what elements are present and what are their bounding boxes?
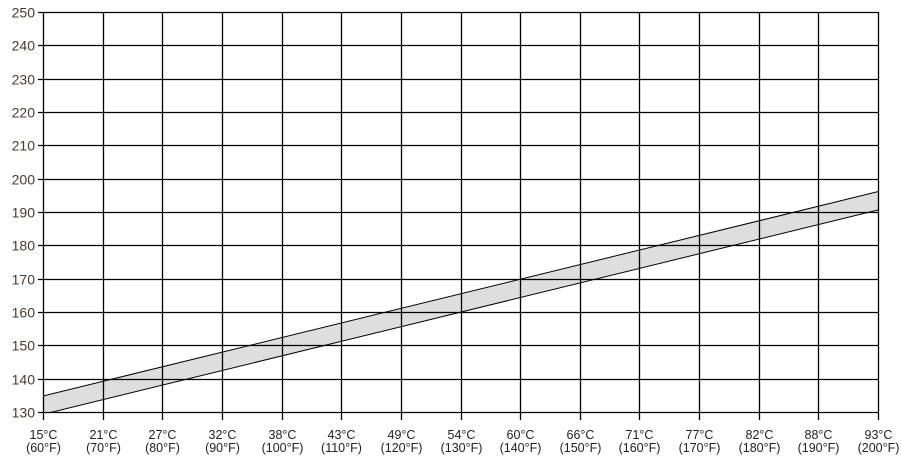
y-tick-label: 230	[12, 72, 36, 88]
x-tick-label-fahrenheit: (170°F)	[679, 441, 721, 455]
x-tick-label-fahrenheit: (160°F)	[619, 441, 661, 455]
y-tick-label: 130	[12, 405, 36, 421]
x-tick-label-celsius: 49°C	[388, 428, 416, 442]
y-tick-label: 250	[12, 5, 36, 21]
x-tick-label-fahrenheit: (200°F)	[858, 441, 900, 455]
x-tick-label-celsius: 21°C	[90, 428, 118, 442]
y-tick-label: 240	[12, 38, 36, 54]
x-tick-label-fahrenheit: (90°F)	[205, 441, 240, 455]
band-upper-line	[43, 191, 878, 397]
y-tick-label: 180	[12, 238, 36, 254]
x-tick-label-fahrenheit: (130°F)	[441, 441, 483, 455]
y-tick-label: 140	[12, 372, 36, 388]
x-tick-label-celsius: 43°C	[328, 428, 356, 442]
x-tick-label-celsius: 38°C	[269, 428, 297, 442]
x-tick-label-fahrenheit: (150°F)	[560, 441, 602, 455]
x-tick-label-fahrenheit: (60°F)	[26, 441, 61, 455]
x-tick-label-fahrenheit: (120°F)	[381, 441, 423, 455]
x-tick-label-fahrenheit: (100°F)	[262, 441, 304, 455]
x-tick-label-fahrenheit: (110°F)	[321, 441, 362, 455]
x-tick-label-celsius: 71°C	[626, 428, 654, 442]
x-tick-label-celsius: 88°C	[805, 428, 833, 442]
y-tick-label: 210	[12, 138, 36, 154]
y-tick-label: 150	[12, 338, 36, 354]
y-tick-label: 220	[12, 105, 36, 121]
x-tick-label-celsius: 15°C	[30, 428, 58, 442]
y-tick-label: 160	[12, 305, 36, 321]
x-tick-label-fahrenheit: (140°F)	[500, 441, 542, 455]
x-tick-label-celsius: 82°C	[746, 428, 774, 442]
x-tick-label-celsius: 54°C	[448, 428, 476, 442]
y-tick-label: 190	[12, 205, 36, 221]
x-tick-label-fahrenheit: (190°F)	[798, 441, 840, 455]
x-tick-label-fahrenheit: (70°F)	[86, 441, 121, 455]
x-tick-label-celsius: 27°C	[149, 428, 177, 442]
band-area	[43, 191, 878, 412]
x-tick-label-celsius: 93°C	[865, 428, 893, 442]
x-tick-label-fahrenheit: (180°F)	[739, 441, 781, 455]
x-tick-label-celsius: 32°C	[209, 428, 237, 442]
y-tick-label: 200	[12, 172, 36, 188]
y-tick-label: 170	[12, 272, 36, 288]
x-tick-label-celsius: 77°C	[686, 428, 714, 442]
x-tick-label-fahrenheit: (80°F)	[145, 441, 180, 455]
x-tick-label-celsius: 60°C	[507, 428, 535, 442]
x-tick-label-celsius: 66°C	[567, 428, 595, 442]
